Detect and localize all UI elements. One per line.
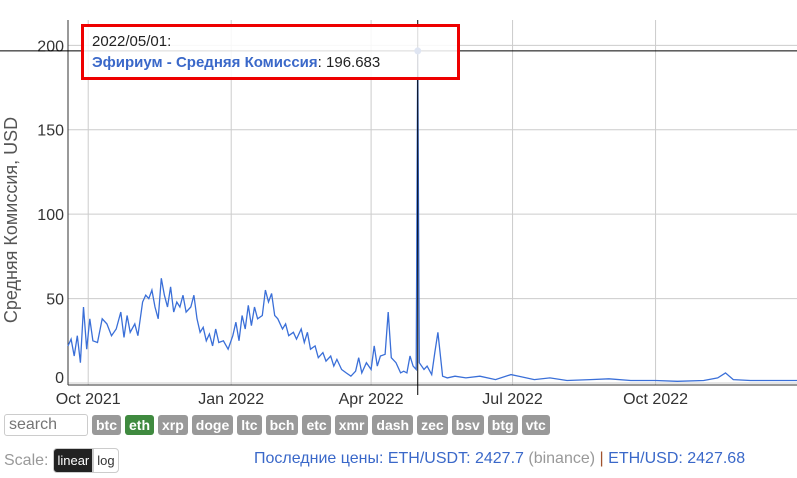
coin-xrp-button[interactable]: xrp <box>158 415 188 435</box>
latest-prices: Последние цены: ETH/USDT: 2427.7 (binanc… <box>254 450 745 468</box>
series-line <box>67 50 797 382</box>
coin-bar: btcethxrpdogeltcbchetcxmrdashzecbsvbtgvt… <box>4 414 550 436</box>
y-tick-label: 50 <box>46 292 64 309</box>
coin-bch-button[interactable]: bch <box>265 415 299 435</box>
y-tick-label: 0 <box>55 370 64 387</box>
coin-zec-button[interactable]: zec <box>417 415 448 435</box>
scale-label: Scale: <box>4 451 49 469</box>
coin-ltc-button[interactable]: ltc <box>237 415 262 435</box>
price-eth-usdt[interactable]: ETH/USDT: 2427.7 <box>387 450 524 467</box>
coin-doge-button[interactable]: doge <box>191 415 234 435</box>
price-separator: | <box>599 450 604 467</box>
x-tick-label: Jan 2022 <box>198 391 264 408</box>
price-source: (binance) <box>528 450 596 467</box>
x-tick-label: Oct 2021 <box>56 391 121 408</box>
coin-vtc-button[interactable]: vtc <box>521 415 550 435</box>
tooltip-value: 196.683 <box>326 54 381 71</box>
scale-linear-button[interactable]: linear <box>53 448 94 473</box>
coin-xmr-button[interactable]: xmr <box>334 415 369 435</box>
x-tick-label: Oct 2022 <box>623 391 688 408</box>
tooltip-series: Эфириум - Средняя Комиссия: 196.683 <box>92 54 381 71</box>
y-tick-label: 150 <box>37 123 64 140</box>
coin-dash-button[interactable]: dash <box>372 415 414 435</box>
scale-log-button[interactable]: log <box>93 448 119 473</box>
price-eth-usd[interactable]: ETH/USD: 2427.68 <box>608 450 746 467</box>
y-tick-label: 100 <box>37 207 64 224</box>
y-tick-label: 200 <box>37 38 64 55</box>
tooltip-series-name: Эфириум - Средняя Комиссия <box>92 54 318 71</box>
search-input[interactable] <box>4 414 88 436</box>
coin-bsv-button[interactable]: bsv <box>451 415 484 435</box>
x-tick-label: Apr 2022 <box>339 391 404 408</box>
prices-label: Последние цены: <box>254 450 384 467</box>
coin-btc-button[interactable]: btc <box>92 415 121 435</box>
y-axis-label: Средняя Комиссия, USD <box>1 117 21 323</box>
tooltip-date: 2022/05/01: <box>92 33 172 50</box>
coin-etc-button[interactable]: etc <box>302 415 331 435</box>
fee-line-chart: 0 50 100 150 200 Oct 2021 Jan 2022 Apr 2022 Jul … <box>0 20 797 408</box>
x-tick-label: Jul 2022 <box>482 391 543 408</box>
tooltip: 2022/05/01: Эфириум - Средняя Комиссия: … <box>81 24 460 80</box>
coin-eth-button[interactable]: eth <box>125 415 154 435</box>
coin-btg-button[interactable]: btg <box>487 415 518 435</box>
scale-control: Scale: linear log <box>4 448 119 473</box>
